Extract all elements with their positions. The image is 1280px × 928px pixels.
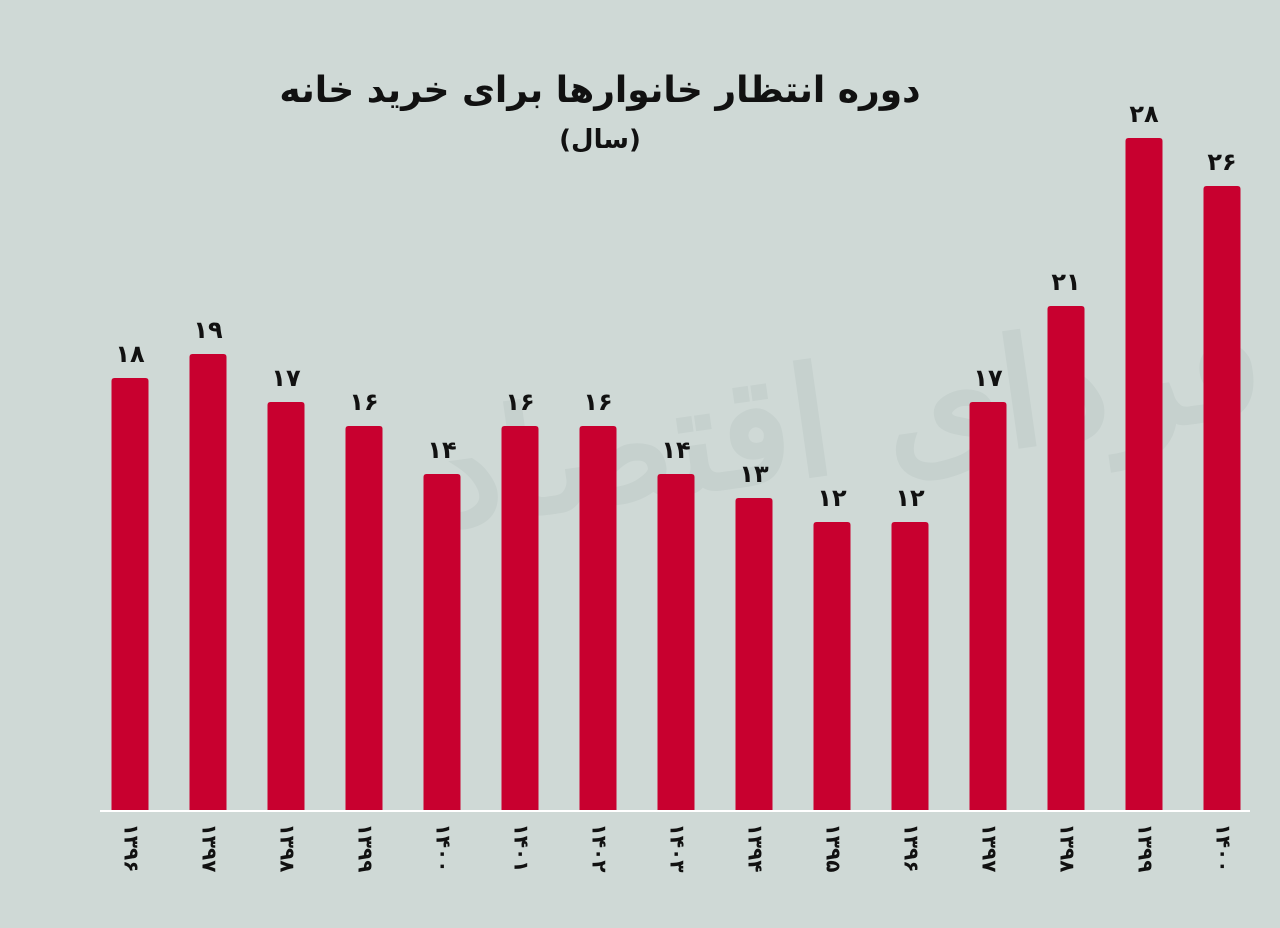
tick-label-0: ۱۳۹۶	[120, 824, 144, 873]
value-label-13: ۲۸	[1129, 100, 1159, 128]
bar-8	[735, 498, 773, 810]
tick-label-14: ۱۴۰۰	[1212, 824, 1236, 873]
bar-14	[1203, 186, 1241, 810]
chart-subtitle: (سال)	[559, 125, 641, 155]
tick-label-7: ۱۴۰۳	[666, 824, 690, 873]
value-label-14: ۲۶	[1207, 148, 1236, 176]
tick-labels-group: ۱۳۹۶ ۱۳۹۷ ۱۳۹۸ ۱۳۹۹ ۱۴۰۰ ۱۴۰۱ ۱۴۰۲ ۱۴۰۳ ۱۳۹۴ ۱۳۹۵…	[120, 824, 1236, 873]
value-label-10: ۱۲	[895, 484, 925, 512]
value-label-5: ۱۶	[505, 388, 534, 416]
value-label-11: ۱۷	[973, 364, 1003, 392]
value-label-3: ۱۶	[349, 388, 378, 416]
value-label-12: ۲۱	[1051, 268, 1080, 296]
tick-label-6: ۱۴۰۲	[588, 824, 612, 873]
value-label-6: ۱۶	[583, 388, 612, 416]
bar-0	[111, 378, 149, 810]
tick-label-8: ۱۳۹۴	[744, 824, 768, 873]
tick-label-9: ۱۳۹۵	[822, 824, 846, 873]
bar-7	[657, 474, 695, 810]
bar-12	[1047, 306, 1085, 810]
bar-13	[1125, 138, 1163, 810]
value-label-2: ۱۷	[271, 364, 301, 392]
bar-4	[423, 474, 461, 810]
bar-6	[579, 426, 617, 810]
value-label-4: ۱۴	[427, 436, 456, 464]
tick-label-13: ۱۳۹۹	[1134, 824, 1158, 873]
chart-title-block: دوره انتظار خانوارها برای خرید خانه (سال…	[0, 70, 1210, 155]
bar-9	[813, 522, 851, 810]
value-label-9: ۱۲	[817, 484, 847, 512]
tick-label-3: ۱۳۹۹	[354, 824, 378, 873]
bar-2	[267, 402, 305, 810]
tick-label-4: ۱۴۰۰	[432, 824, 456, 873]
bar-10	[891, 522, 929, 810]
tick-label-1: ۱۳۹۷	[198, 824, 222, 873]
chart-title: دوره انتظار خانوارها برای خرید خانه	[279, 70, 921, 111]
value-label-8: ۱۳	[739, 460, 769, 488]
value-labels-group: ۱۸ ۱۹ ۱۷ ۱۶ ۱۴ ۱۶ ۱۶ ۱۴ ۱۳ ۱۲ ۱۲ ۱۷ ۲۱ ۲۸ ۲۶	[115, 100, 1236, 512]
tick-label-12: ۱۳۹۸	[1056, 824, 1080, 873]
bar-3	[345, 426, 383, 810]
tick-label-11: ۱۳۹۷	[978, 824, 1002, 873]
value-label-1: ۱۹	[193, 316, 223, 344]
tick-label-10: ۱۳۹۶	[900, 824, 924, 873]
bars-group	[111, 138, 1241, 810]
tick-label-5: ۱۴۰۱	[510, 824, 534, 873]
bar-5	[501, 426, 539, 810]
tick-label-2: ۱۳۹۸	[276, 824, 300, 873]
bar-11	[969, 402, 1007, 810]
value-label-0: ۱۸	[115, 340, 145, 368]
value-label-7: ۱۴	[661, 436, 690, 464]
bar-1	[189, 354, 227, 810]
